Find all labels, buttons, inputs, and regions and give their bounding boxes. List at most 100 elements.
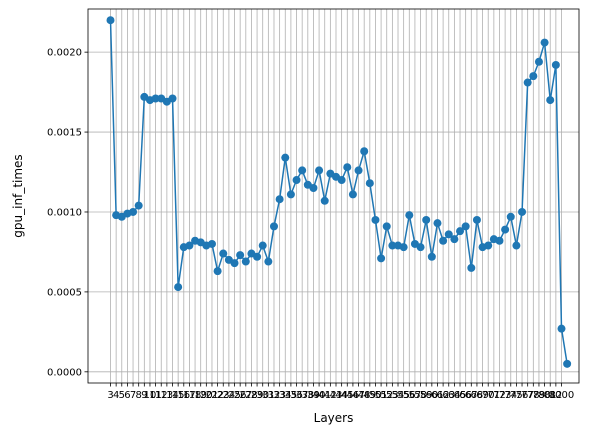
data-point [512,241,521,250]
data-point [354,166,363,175]
data-point [292,176,301,185]
x-tick-label: 21 [206,390,219,401]
data-point [337,176,346,185]
x-tick-label: 31 [262,390,275,401]
data-point [320,196,329,205]
x-tick-label: 70 [482,390,495,401]
x-tick-label: 68 [471,390,484,401]
x-tick-label: 43 [330,390,343,401]
x-tick-label: 54 [392,390,405,401]
x-tick-label: 34 [279,390,292,401]
x-tick-label: 39 [307,390,320,401]
x-tick-label: 8 [136,390,142,401]
data-point [151,94,160,103]
data-point [422,215,431,224]
x-tick-label: 74 [504,390,517,401]
x-tick-label: 66 [459,390,472,401]
data-point [236,251,245,260]
data-point [467,263,476,272]
data-point [540,38,549,47]
x-tick-label: 62 [437,390,450,401]
x-tick-label: 10 [144,390,157,401]
x-tick-label: 11 [149,390,162,401]
data-point [241,257,250,266]
y-axis-label: gpu_inf_times [11,154,25,237]
x-tick-label: 6 [124,390,130,401]
x-tick-label: 55 [397,390,410,401]
x-tick-label: 72 [493,390,506,401]
x-tick-label: 37 [296,390,309,401]
data-point [506,212,515,221]
x-tick-label: 16 [177,390,190,401]
data-point [377,254,386,263]
data-point [343,163,352,172]
data-point [174,283,183,292]
x-tick-label: 78 [527,390,540,401]
x-tick-label: 24 [223,390,236,401]
data-point [557,324,566,333]
data-point [523,78,532,87]
x-tick-label: 52 [380,390,393,401]
data-point [286,190,295,199]
data-point [444,230,453,239]
data-point [399,243,408,252]
data-point [281,153,290,162]
x-tick-label: 15 [172,390,185,401]
data-point [253,252,262,261]
x-tick-label: 45 [341,390,354,401]
x-tick-label: 38 [301,390,314,401]
data-point [484,241,493,250]
x-tick-label: 36 [290,390,303,401]
y-tick-label: 0.0000 [47,367,82,378]
x-tick-label: 81 [544,390,557,401]
grid [88,9,579,383]
data-point [269,222,278,231]
x-tick-label: 73 [499,390,512,401]
x-tick-label: 17 [183,390,196,401]
x-tick-label: 40 [313,390,326,401]
x-tick-label: 77 [521,390,534,401]
x-tick-label: 35 [285,390,298,401]
x-tick-label: 41 [318,390,331,401]
data-point [456,227,465,236]
y-tick-label: 0.0020 [47,48,82,59]
data-point [546,96,555,105]
x-tick-label: 20 [200,390,213,401]
plot-frame [87,8,580,384]
x-tick-label: 46 [347,390,360,401]
x-tick-label: 75 [510,390,523,401]
x-tick-label: 42 [324,390,337,401]
x-tick-label: 82 [549,390,562,401]
x-tick-label: 5 [119,390,125,401]
data-point [207,239,216,248]
y-tick-label: 0.0010 [47,207,82,218]
data-point [382,222,391,231]
x-tick-label: 48 [358,390,371,401]
data-point [315,166,324,175]
x-tick-label: 69 [476,390,489,401]
x-tick-label: 32 [268,390,281,401]
x-tick-label: 64 [448,390,461,401]
x-tick-label: 18 [189,390,202,401]
x-tick-label: 49 [363,390,376,401]
x-tick-label: 26 [234,390,247,401]
data-point [495,236,504,245]
x-tick-label: 22 [211,390,224,401]
data-point [534,57,543,66]
x-tick-label: 59 [420,390,433,401]
x-tick-label: 14 [166,390,179,401]
x-tick-label: 4 [113,390,119,401]
data-point [168,94,177,103]
x-tick-label: 51 [375,390,388,401]
data-point [371,215,380,224]
x-tick-label: 7 [130,390,136,401]
data-point [134,201,143,210]
data-point [518,207,527,216]
x-tick-label: 3 [107,390,113,401]
series-layer [106,16,572,368]
x-tick-label: 71 [487,390,500,401]
x-tick-label: 29 [251,390,264,401]
data-point [427,252,436,261]
x-tick-label: 27 [239,390,252,401]
